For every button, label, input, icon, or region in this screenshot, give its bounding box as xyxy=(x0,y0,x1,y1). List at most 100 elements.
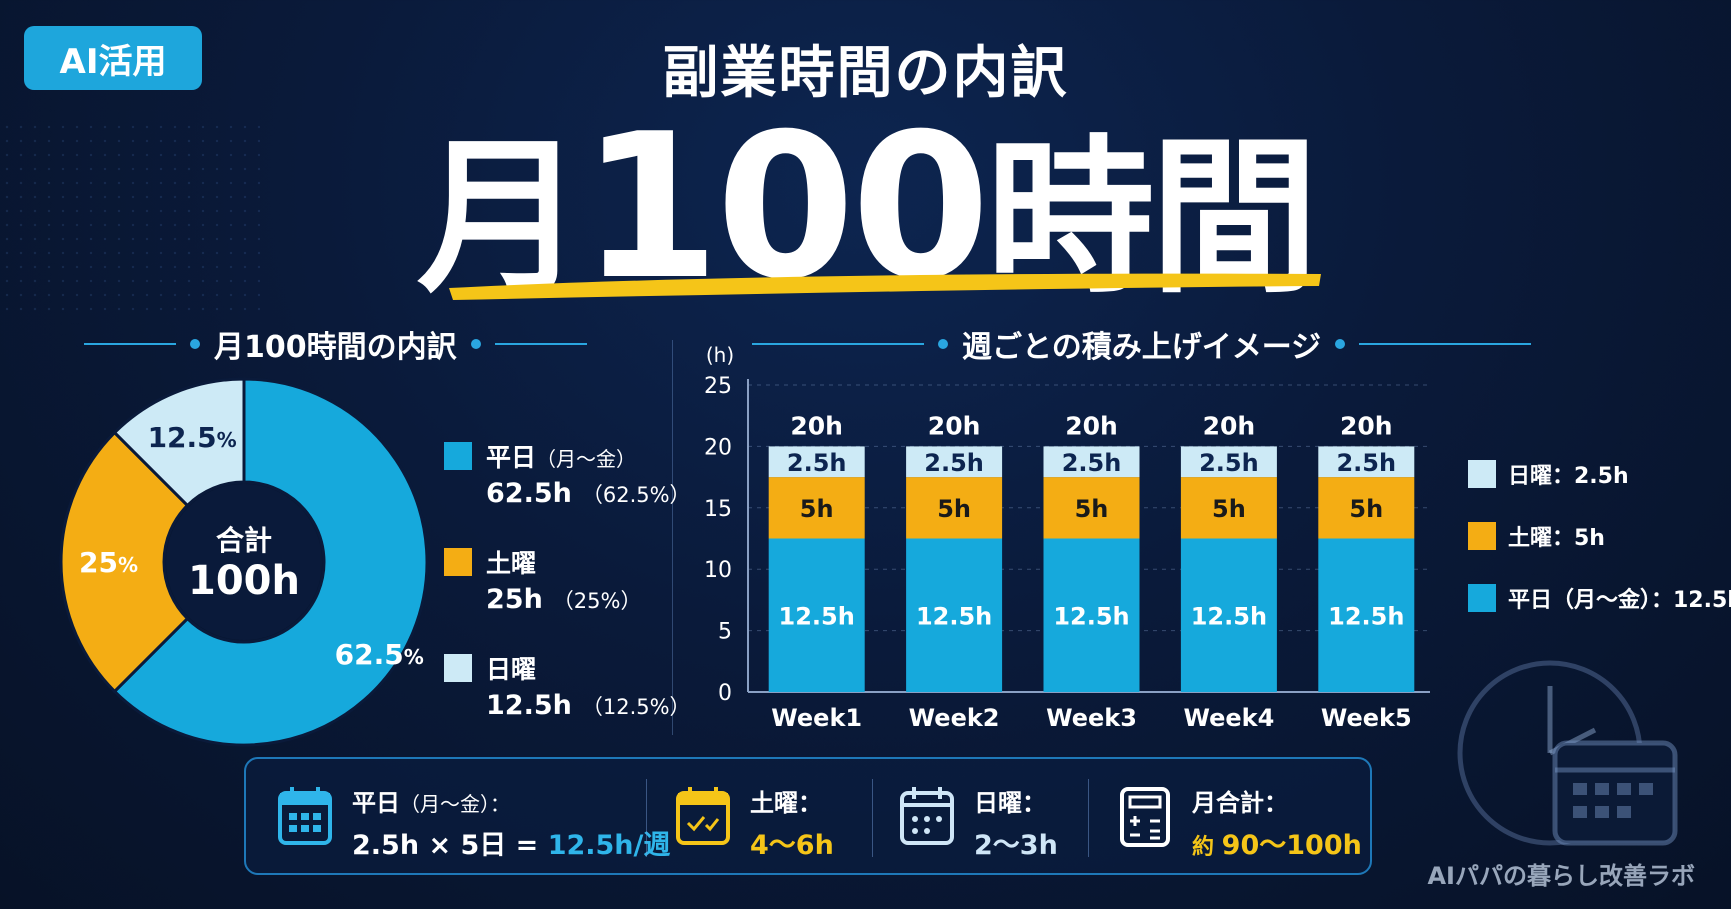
bar-segment-label: 12.5h xyxy=(1191,602,1267,630)
donut-center-value: 100h xyxy=(188,558,300,604)
donut-center-label: 合計 xyxy=(216,524,272,557)
bar-segment xyxy=(906,538,1003,692)
summary-weekday-value: 2.5h × 5日 = 12.5h/週 xyxy=(352,830,671,861)
summary-weekday: 平日（月～金）： 2.5h × 5日 = 12.5h/週 xyxy=(276,759,670,877)
calculator-icon xyxy=(1120,787,1170,847)
bar-segment xyxy=(906,477,1003,539)
donut-slice-label: 25% xyxy=(79,546,138,579)
bar-total-label: 20h xyxy=(928,411,981,440)
calendar-dots-icon xyxy=(900,787,954,845)
x-tick-label: Week4 xyxy=(1183,704,1274,730)
bar-total-label: 20h xyxy=(1203,411,1256,440)
bar-segment xyxy=(768,446,865,478)
legend-label: 日曜：2.5h xyxy=(1508,464,1629,489)
donut-section-title-text: 月100時間の内訳 xyxy=(214,330,457,365)
legend-swatch xyxy=(1468,460,1496,488)
summary-total-value: 約 90～100h xyxy=(1192,830,1362,861)
legend-name: 土曜 xyxy=(486,549,537,578)
donut-slice xyxy=(59,430,190,694)
y-axis-label: (h) xyxy=(706,343,734,367)
donut-slice-label: 62.5% xyxy=(335,638,424,671)
summary-total-label: 月合計： xyxy=(1192,789,1288,817)
summary-saturday-value: 4～6h xyxy=(750,830,834,861)
legend-swatch xyxy=(444,548,472,576)
summary-box: 平日（月～金）： 2.5h × 5日 = 12.5h/週 土曜： 4～6h 日曜… xyxy=(244,757,1372,875)
donut-slice xyxy=(112,377,246,508)
legend-name: 日曜 xyxy=(486,655,537,684)
legend-swatch xyxy=(444,654,472,682)
donut-slice-label: 12.5% xyxy=(148,421,237,454)
bar-segment-label: 12.5h xyxy=(916,602,992,630)
summary-weekday-label: 平日（月～金）： xyxy=(352,789,510,817)
legend-swatch xyxy=(1468,584,1496,612)
x-tick-label: Week2 xyxy=(909,704,1000,730)
legend-label: 平日（月～金）：12.5h xyxy=(1508,588,1731,613)
bar-total-label: 20h xyxy=(1065,411,1118,440)
bar-total-label: 20h xyxy=(790,411,843,440)
summary-saturday-label: 土曜： xyxy=(750,789,822,817)
bar-segment xyxy=(768,538,865,692)
bar-segment-label: 12.5h xyxy=(1328,602,1404,630)
bar-segment-label: 12.5h xyxy=(1053,602,1129,630)
summary-sunday-label: 日曜： xyxy=(974,789,1046,817)
bar-total-label: 20h xyxy=(1340,411,1393,440)
clock-calendar-icon xyxy=(1457,660,1678,846)
bar-segment-label: 12.5h xyxy=(779,602,855,630)
bar-segment-label: 5h xyxy=(800,495,834,523)
section-divider xyxy=(672,340,673,735)
x-tick-label: Week3 xyxy=(1046,704,1137,730)
legend-swatch xyxy=(1468,522,1496,550)
bar-segment-label: 2.5h xyxy=(1062,449,1122,477)
bar-segment xyxy=(768,477,865,539)
donut-slice xyxy=(112,377,429,747)
summary-divider xyxy=(872,779,873,857)
category-badge: AI活用 xyxy=(24,26,202,90)
legend-label: 土曜：5h xyxy=(1508,526,1605,551)
bar-segment xyxy=(1043,477,1140,539)
page-title: 月100時間 xyxy=(0,98,1731,318)
x-tick-label: Week5 xyxy=(1321,704,1412,730)
bar-segment xyxy=(1180,477,1277,539)
x-tick-label: Week1 xyxy=(771,704,862,730)
bar-section-title: 週ごとの積み上げイメージ xyxy=(752,322,1532,366)
summary-sunday-value: 2～3h xyxy=(974,830,1058,861)
watermark: AIパパの暮らし改善ラボ xyxy=(1427,862,1695,890)
bar-segment-label: 5h xyxy=(937,495,971,523)
summary-saturday: 土曜： 4～6h xyxy=(674,759,844,877)
title-underline-brush xyxy=(449,273,1321,300)
donut-section-title: 月100時間の内訳 xyxy=(84,322,587,366)
bar-segment-label: 2.5h xyxy=(924,449,984,477)
summary-divider xyxy=(1088,779,1089,857)
bar-segment-label: 5h xyxy=(1075,495,1109,523)
bar-segment xyxy=(1043,538,1140,692)
bar-segment-label: 2.5h xyxy=(1336,449,1396,477)
bar-segment xyxy=(1180,446,1277,478)
bar-segment-label: 2.5h xyxy=(1199,449,1259,477)
bar-segment-label: 5h xyxy=(1349,495,1383,523)
bar-section-title-text: 週ごとの積み上げイメージ xyxy=(962,330,1322,365)
bar-segment-label: 2.5h xyxy=(787,449,847,477)
legend-value: 25h （25%） xyxy=(486,584,642,615)
summary-sunday: 日曜： 2～3h xyxy=(898,759,1068,877)
calendar-check-icon xyxy=(676,787,730,845)
bar-segment xyxy=(1318,477,1415,539)
y-tick-label: 25 xyxy=(704,374,732,399)
y-tick-label: 20 xyxy=(704,435,732,460)
legend-name: 平日（月～金） xyxy=(486,443,637,472)
bar-segment xyxy=(1318,446,1415,478)
y-tick-label: 15 xyxy=(704,497,732,522)
bar-segment-label: 5h xyxy=(1212,495,1246,523)
page-subtitle: 副業時間の内訳 xyxy=(662,41,1069,106)
calendar-icon xyxy=(278,787,332,845)
y-tick-label: 5 xyxy=(718,620,732,645)
bar-segment xyxy=(1180,538,1277,692)
decorative-dots xyxy=(0,120,260,320)
stacked-bar-chart: (h) 0 5 10 15 20 25 12.5h 5h 2.5h 20h Week1 12.5h 5h 2… xyxy=(704,343,1430,730)
bar-segment xyxy=(1043,446,1140,478)
legend-value: 12.5h （12.5%） xyxy=(486,690,691,721)
bar-segment xyxy=(1318,538,1415,692)
summary-divider xyxy=(646,779,647,857)
y-tick-label: 0 xyxy=(718,681,732,706)
legend-swatch xyxy=(444,442,472,470)
